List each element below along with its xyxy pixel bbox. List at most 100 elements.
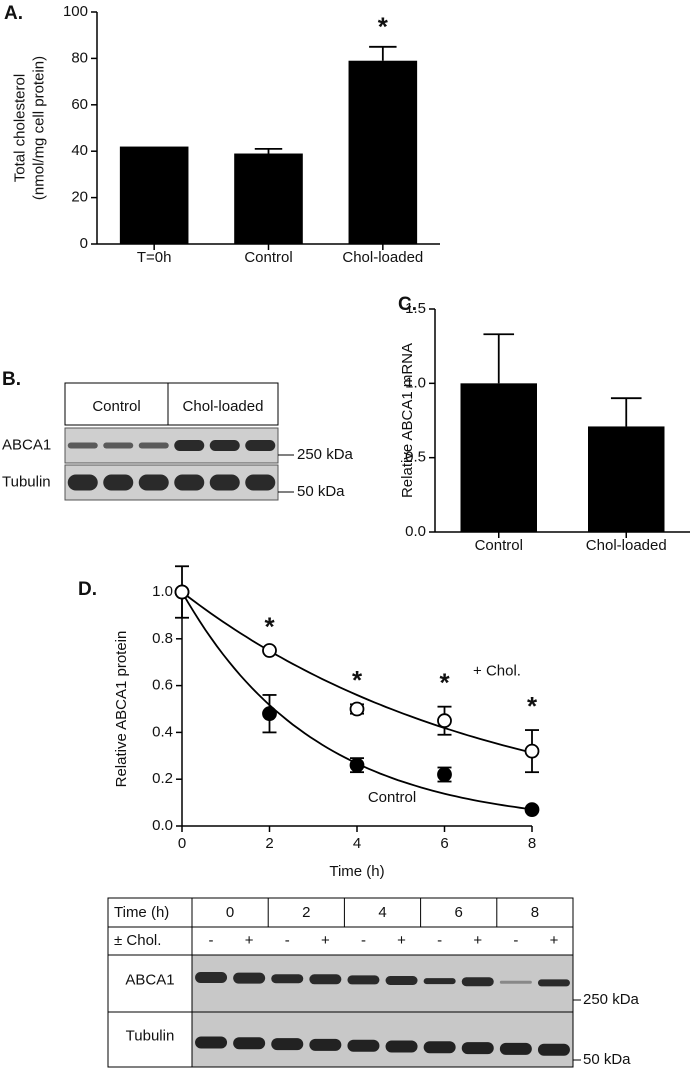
chol-label: ± Chol. <box>114 932 161 949</box>
time-value: 4 <box>378 904 386 921</box>
band <box>103 474 134 491</box>
panel-label: D. <box>78 579 97 600</box>
marker-label: 250 kDa <box>583 991 640 1008</box>
point <box>262 706 277 722</box>
row-label: ABCA1 <box>2 436 51 453</box>
band <box>461 1042 494 1055</box>
band <box>423 978 456 985</box>
annotation: * <box>264 611 275 641</box>
band <box>103 442 134 449</box>
panel-label: A. <box>4 3 23 24</box>
x-axis-label: Time (h) <box>329 863 384 880</box>
band <box>347 1039 380 1052</box>
band <box>233 972 266 984</box>
chol-sign: + <box>245 932 254 949</box>
bar <box>348 60 418 244</box>
row-label: Tubulin <box>2 473 51 490</box>
group-label: Chol-loaded <box>183 398 264 415</box>
band <box>347 975 380 985</box>
chol-sign: - <box>361 932 366 949</box>
point <box>437 767 452 782</box>
y-tick-label: 0.2 <box>152 770 173 787</box>
band <box>174 474 205 491</box>
time-value: 8 <box>531 904 539 921</box>
band <box>195 972 228 983</box>
bar <box>460 383 537 532</box>
band <box>309 974 342 985</box>
y-tick-label: 100 <box>63 3 88 20</box>
x-tick-label: T=0h <box>137 249 172 266</box>
band <box>385 1040 418 1053</box>
time-value: 0 <box>226 904 234 921</box>
x-tick-label: Chol-loaded <box>342 249 423 266</box>
blot-image <box>64 427 279 464</box>
point <box>349 757 365 773</box>
annotation: * <box>439 668 450 698</box>
group-label: Control <box>92 398 140 415</box>
x-tick-label: 2 <box>265 835 273 852</box>
marker-label: 50 kDa <box>297 483 345 500</box>
blot-header <box>64 382 279 426</box>
x-tick-label: 8 <box>528 835 536 852</box>
annotation: * <box>527 691 538 721</box>
point <box>174 584 190 600</box>
chol-sign: - <box>513 932 518 949</box>
y-tick-label: 0.0 <box>405 523 426 540</box>
band <box>138 442 169 449</box>
time-value: 2 <box>302 904 310 921</box>
band <box>385 976 418 985</box>
bar <box>234 153 303 244</box>
fit-curve <box>181 591 533 754</box>
series-label: Control <box>368 789 416 806</box>
y-tick-label: 80 <box>71 49 88 66</box>
chol-sign: + <box>473 932 482 949</box>
band <box>233 1037 266 1050</box>
x-tick-label: 6 <box>440 835 448 852</box>
y-axis-label: Total cholesterol <box>11 74 28 182</box>
band <box>309 1038 342 1051</box>
row-label: ABCA1 <box>125 971 174 988</box>
blot-cell <box>107 1011 193 1068</box>
band <box>537 979 570 987</box>
band <box>245 440 276 451</box>
chol-sign: - <box>437 932 442 949</box>
panel-label: C. <box>398 294 417 315</box>
y-tick-label: 0.8 <box>152 630 173 647</box>
point <box>437 713 452 729</box>
band <box>423 1041 456 1054</box>
time-value: 6 <box>455 904 463 921</box>
chol-sign: - <box>209 932 214 949</box>
y-tick-label: 40 <box>71 142 88 159</box>
band <box>67 442 98 449</box>
band <box>271 1038 304 1051</box>
time-label: Time (h) <box>114 904 169 921</box>
chol-sign: - <box>285 932 290 949</box>
marker-label: 250 kDa <box>297 446 354 463</box>
blot-cell <box>107 954 193 1013</box>
x-tick-label: Chol-loaded <box>586 537 667 554</box>
series-label: + Chol. <box>473 663 521 680</box>
chol-sign: + <box>321 932 330 949</box>
band <box>209 474 240 491</box>
y-axis-label: Relative ABCA1 protein <box>113 631 130 788</box>
blot-image <box>64 464 279 501</box>
annotation: * <box>378 12 389 42</box>
point <box>262 643 277 658</box>
y-tick-label: 0.5 <box>405 449 426 466</box>
bar <box>588 426 665 532</box>
band <box>174 440 205 451</box>
point <box>524 743 540 759</box>
band <box>271 974 304 984</box>
x-tick-label: Control <box>244 249 292 266</box>
y-tick-label: 1.5 <box>405 300 426 317</box>
marker-label: 50 kDa <box>583 1051 631 1068</box>
band <box>499 980 532 984</box>
y-tick-label: 1.0 <box>405 374 426 391</box>
row-label: Tubulin <box>126 1027 175 1044</box>
y-tick-label: 60 <box>71 96 88 113</box>
band <box>195 1036 228 1049</box>
point <box>349 701 365 717</box>
chol-sign: + <box>397 932 406 949</box>
band <box>67 474 98 491</box>
x-tick-label: 0 <box>178 835 186 852</box>
